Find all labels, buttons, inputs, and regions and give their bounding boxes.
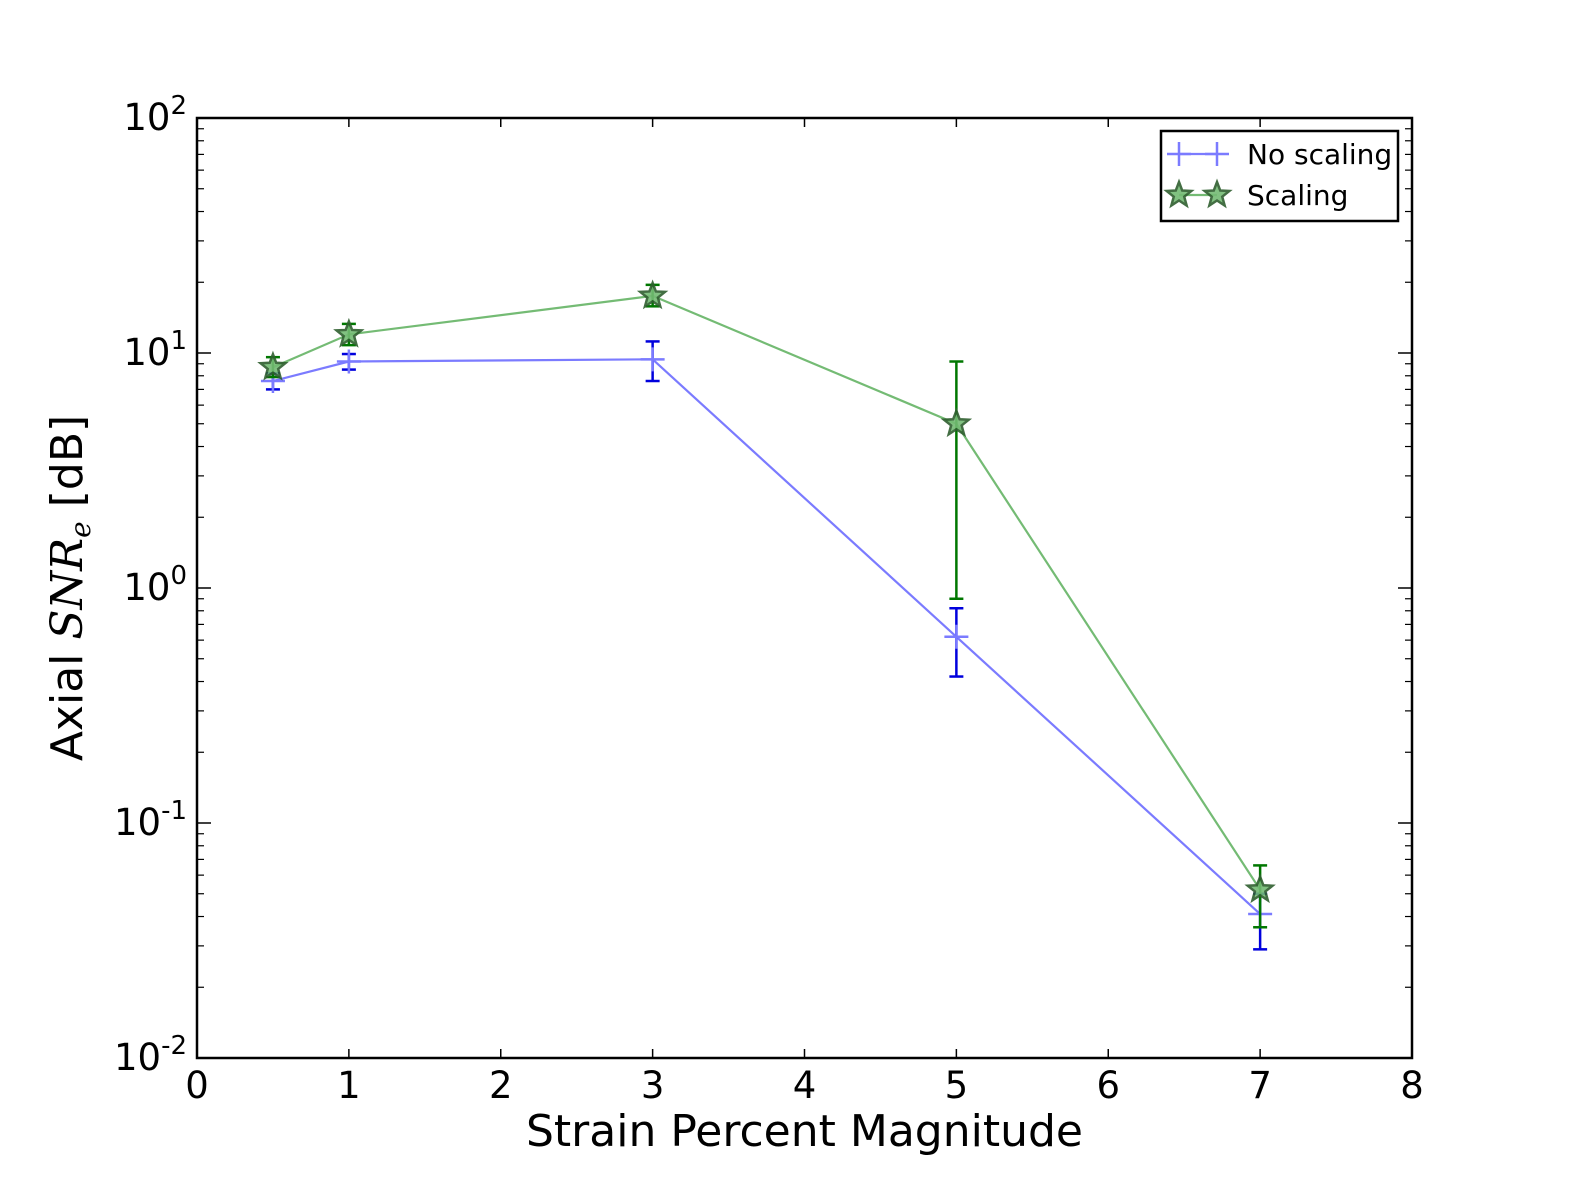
plot-background xyxy=(197,118,1412,1058)
y-axis-label: Axial SNRe [dB] xyxy=(42,415,97,761)
plot-area xyxy=(197,118,1412,1058)
x-tick-label: 4 xyxy=(793,1064,817,1107)
x-tick-label: 2 xyxy=(489,1064,513,1107)
data-point xyxy=(940,407,973,438)
y-tick-label-exponent: 2 xyxy=(170,91,187,121)
legend-marker xyxy=(1205,142,1229,166)
data-point xyxy=(944,624,969,649)
data-point xyxy=(333,317,365,348)
x-tick-label: 3 xyxy=(641,1064,665,1107)
y-tick-label: 10-2 xyxy=(114,1031,187,1079)
x-tick-label: 5 xyxy=(945,1064,969,1107)
legend-marker xyxy=(1167,142,1191,166)
y-tick-label-exponent: 0 xyxy=(170,561,187,591)
x-tick-label: 1 xyxy=(337,1064,361,1107)
y-tick-label: 101 xyxy=(123,326,187,374)
y-tick-label-exponent: -1 xyxy=(161,796,187,826)
data-point xyxy=(1244,873,1276,904)
data-point xyxy=(257,350,289,381)
y-axis-label-subscript: e xyxy=(64,521,97,538)
y-tick-label: 10-1 xyxy=(114,796,187,844)
y-tick-label-base: 10 xyxy=(123,566,170,609)
series-scaling xyxy=(257,279,1276,929)
legend-box xyxy=(1159,129,1400,223)
legend-label: No scaling xyxy=(1247,138,1392,171)
x-tick-label: 0 xyxy=(185,1064,209,1107)
y-tick-label: 102 xyxy=(123,91,187,139)
y-axis-label-prefix: Axial xyxy=(42,640,93,762)
legend-label: Scaling xyxy=(1247,179,1348,212)
series-no-scaling xyxy=(260,340,1273,951)
series-layer xyxy=(257,279,1276,951)
y-tick-label-base: 10 xyxy=(114,1036,161,1079)
y-tick-label-exponent: 1 xyxy=(170,326,187,356)
y-tick-label: 100 xyxy=(123,561,187,609)
y-axis-label-suffix: [dB] xyxy=(42,415,93,521)
y-tick-label-exponent: -2 xyxy=(161,1031,187,1061)
y-tick-label-base: 10 xyxy=(123,96,170,139)
x-tick-label: 6 xyxy=(1096,1064,1120,1107)
y-tick-label-base: 10 xyxy=(114,801,161,844)
data-point xyxy=(640,347,665,372)
x-tick-label: 7 xyxy=(1248,1064,1272,1107)
legend: No scaling Scaling xyxy=(1159,129,1400,223)
x-tick-label: 8 xyxy=(1400,1064,1424,1107)
data-point xyxy=(636,279,669,310)
y-axis-label-math: SNR xyxy=(42,538,93,640)
data-point xyxy=(336,349,361,374)
axes-frame xyxy=(195,116,1414,1060)
x-axis-label: Strain Percent Magnitude xyxy=(526,1106,1083,1157)
y-tick-label-base: 10 xyxy=(123,331,170,374)
legend-marker xyxy=(1163,178,1195,209)
legend-marker xyxy=(1201,178,1233,209)
